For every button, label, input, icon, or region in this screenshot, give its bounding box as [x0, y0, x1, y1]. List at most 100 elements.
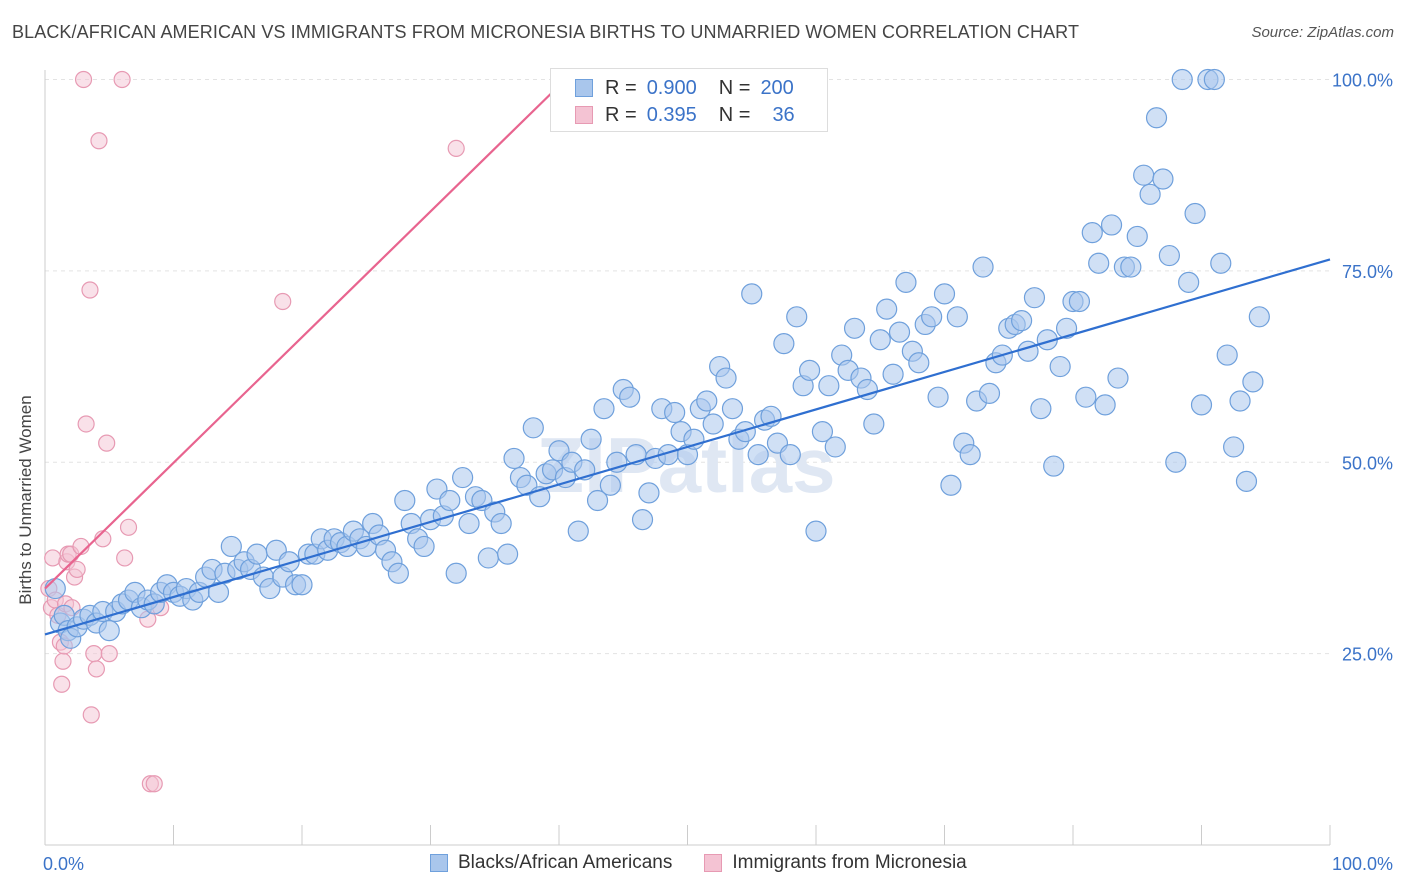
data-point-black: [631, 509, 654, 531]
data-point-black: [888, 321, 911, 343]
data-point-micronesia: [119, 518, 138, 536]
data-point-black: [458, 512, 480, 535]
data-point-black: [98, 620, 120, 642]
data-point-black: [715, 367, 737, 389]
data-point-black: [843, 317, 866, 339]
data-point-black: [1235, 470, 1258, 492]
data-point-black: [477, 547, 499, 569]
data-point-black: [972, 256, 994, 278]
data-point-black: [1075, 386, 1097, 408]
data-point-black: [599, 474, 622, 496]
data-point-micronesia: [87, 660, 106, 678]
legend-label-black: Blacks/African Americans: [458, 852, 673, 873]
y-tick-label: 25.0%: [1342, 645, 1393, 665]
data-point-black: [586, 489, 609, 512]
data-point-black: [921, 306, 943, 328]
legend-item-black: Blacks/African Americans: [430, 852, 672, 874]
data-point-black: [1100, 214, 1123, 236]
legend-row-micronesia: R = 0.395 N = 36: [575, 102, 795, 128]
legend-r-value: 0.395: [646, 103, 697, 126]
data-point-micronesia: [81, 281, 99, 299]
data-point-micronesia: [53, 675, 71, 693]
data-point-black: [933, 283, 956, 305]
data-point-black: [291, 574, 313, 596]
data-point-micronesia: [116, 549, 134, 567]
data-point-black: [580, 428, 602, 450]
data-point-black: [1178, 271, 1200, 293]
legend-item-micronesia: Immigrants from Micronesia: [704, 852, 967, 874]
data-point-black: [1190, 394, 1213, 416]
data-point-black: [220, 535, 242, 558]
data-point-black: [1165, 451, 1187, 473]
legend-r-label: R =: [605, 76, 637, 99]
data-point-micronesia: [82, 706, 100, 724]
data-point-black: [1184, 202, 1206, 225]
trend-line-black: [44, 258, 1331, 636]
y-tick-label: 50.0%: [1342, 453, 1393, 473]
data-point-black: [978, 382, 1001, 404]
data-point-black: [387, 562, 409, 584]
tick-labels: 25.0% 50.0% 75.0% 100.0% 0.0% 100.0%: [43, 71, 1393, 875]
data-point-black: [946, 306, 968, 328]
data-point-black: [1120, 256, 1142, 278]
data-point-black: [1242, 371, 1264, 393]
trend-lines: [44, 78, 1331, 636]
data-point-black: [1139, 183, 1161, 205]
data-point-black: [786, 306, 808, 328]
data-point-black: [1049, 355, 1071, 378]
data-point-black: [1158, 244, 1180, 267]
data-point-black: [44, 577, 66, 600]
y-axis-label: Births to Unmarried Women: [16, 395, 35, 605]
y-axis-label-wrap: Births to Unmarried Women: [14, 300, 38, 700]
data-point-black: [824, 436, 846, 458]
legend-swatch-pink: [575, 106, 593, 124]
data-point-black: [721, 398, 744, 420]
data-point-black: [959, 443, 981, 466]
data-point-black: [1088, 252, 1110, 274]
data-point-black: [747, 443, 769, 466]
data-point-black: [439, 489, 461, 512]
data-point-black: [445, 562, 467, 584]
legend-label-micronesia: Immigrants from Micronesia: [732, 852, 967, 873]
data-point-black: [1152, 168, 1174, 190]
data-point-black: [664, 401, 686, 424]
data-point-black: [490, 512, 512, 535]
legend-r-value: 0.900: [646, 76, 697, 99]
data-point-black: [869, 329, 891, 351]
data-point-black: [741, 283, 763, 305]
data-point-black: [895, 271, 917, 293]
data-point-black: [278, 551, 300, 573]
data-point-black: [246, 543, 268, 565]
legend-r-label: R =: [605, 103, 637, 126]
data-point-micronesia: [54, 652, 72, 670]
data-point-micronesia: [68, 560, 86, 579]
data-point-black: [1145, 107, 1168, 129]
data-point-micronesia: [274, 292, 292, 311]
data-point-micronesia: [77, 415, 95, 433]
x-tick-label: 0.0%: [43, 854, 84, 874]
data-point-black: [207, 581, 230, 603]
data-point-black: [567, 520, 589, 542]
data-point-black: [927, 386, 949, 408]
data-point-black: [452, 466, 474, 489]
data-point-micronesia: [447, 139, 465, 157]
data-point-micronesia: [113, 70, 131, 89]
data-point-black: [1017, 340, 1039, 362]
data-point-black: [818, 375, 840, 397]
data-point-black: [503, 447, 525, 470]
legend-row-black: R = 0.900 N = 200: [575, 75, 794, 101]
data-point-black: [856, 378, 879, 401]
data-point-black: [1081, 222, 1103, 244]
data-point-black: [1030, 398, 1052, 420]
data-point-black: [1210, 252, 1232, 274]
data-point-black: [394, 489, 416, 512]
data-point-micronesia: [100, 645, 118, 663]
data-point-black: [1043, 455, 1065, 477]
series-micronesia-points: [40, 70, 465, 793]
data-point-black: [1094, 394, 1116, 416]
data-point-black: [863, 413, 885, 435]
legend-n-value: 36: [772, 103, 795, 126]
legend-swatch-pink: [704, 854, 723, 872]
data-point-black: [940, 474, 962, 496]
